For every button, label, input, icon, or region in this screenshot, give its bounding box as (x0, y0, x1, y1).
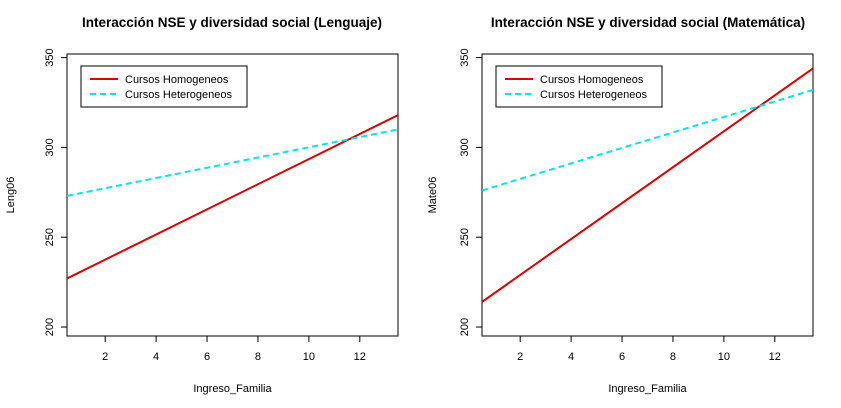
panel-2-x-axis-label: Ingreso_Familia (608, 383, 687, 395)
panel-2-plot-frame (481, 53, 814, 337)
panel-1-legend-box (80, 65, 248, 108)
panel-1-y-tick-label: 300 (44, 138, 56, 156)
panel-2-x-tick-label: 12 (769, 351, 781, 363)
panel-1-legend: Cursos Homogeneos Cursos Heterogeneos (80, 65, 248, 108)
panel-1-x-tick-label: 10 (303, 351, 315, 363)
panel-2-x-tick-label: 4 (568, 351, 574, 363)
panel-2-chart: Interacción NSE y diversidad social (Mat… (427, 15, 814, 395)
panel-2-y-tick-label: 350 (459, 48, 471, 66)
panel-1-y-axis-label: Leng06 (5, 177, 17, 214)
panel-1-legend-label: Cursos Homogeneos (125, 74, 229, 86)
panel-2-legend-box (495, 65, 663, 108)
panel-1-series-heterogeneos-line (67, 128, 398, 197)
panel-2-y-tick-label: 200 (459, 318, 471, 336)
panel-2-x-tick-label: 8 (670, 351, 676, 363)
panel-2-legend-label: Cursos Heterogeneos (540, 89, 648, 101)
panel-1-x-tick-label: 2 (102, 351, 108, 363)
panel-1-x-axis-label: Ingreso_Familia (193, 383, 272, 395)
panel-1-series-homogeneos-line (67, 114, 398, 280)
panel-2-legend-label: Cursos Homogeneos (540, 74, 644, 86)
panel-1-chart: Interacción NSE y diversidad social (Len… (5, 15, 399, 395)
panel-2-y-axis-label: Mate06 (427, 177, 439, 214)
panel-1-x-tick-label: 12 (354, 351, 366, 363)
panel-1-x-tick-label: 6 (204, 351, 210, 363)
panel-1-x-tick-label: 4 (153, 351, 159, 363)
panel-1-legend-label: Cursos Heterogeneos (125, 89, 233, 101)
panel-1-chart-title: Interacción NSE y diversidad social (Len… (82, 15, 382, 30)
panel-2-x-tick-label: 10 (718, 351, 730, 363)
panel-1-y-tick-label: 250 (44, 228, 56, 246)
panel-1-y-tick-label: 200 (44, 318, 56, 336)
panel-2-legend: Cursos Homogeneos Cursos Heterogeneos (495, 65, 663, 108)
panel-2-x-tick-label: 2 (517, 351, 523, 363)
panel-2-y-tick-label: 250 (459, 228, 471, 246)
panel-2-y-tick-label: 300 (459, 138, 471, 156)
panel-2-series-heterogeneos-line (482, 88, 813, 192)
panel-2-x-tick-label: 6 (619, 351, 625, 363)
panel-2-chart-title: Interacción NSE y diversidad social (Mat… (491, 15, 805, 30)
panel-2-series-homogeneos-line (482, 67, 813, 303)
panel-1-y-tick-label: 350 (44, 48, 56, 66)
panel-1-x-tick-label: 8 (255, 351, 261, 363)
